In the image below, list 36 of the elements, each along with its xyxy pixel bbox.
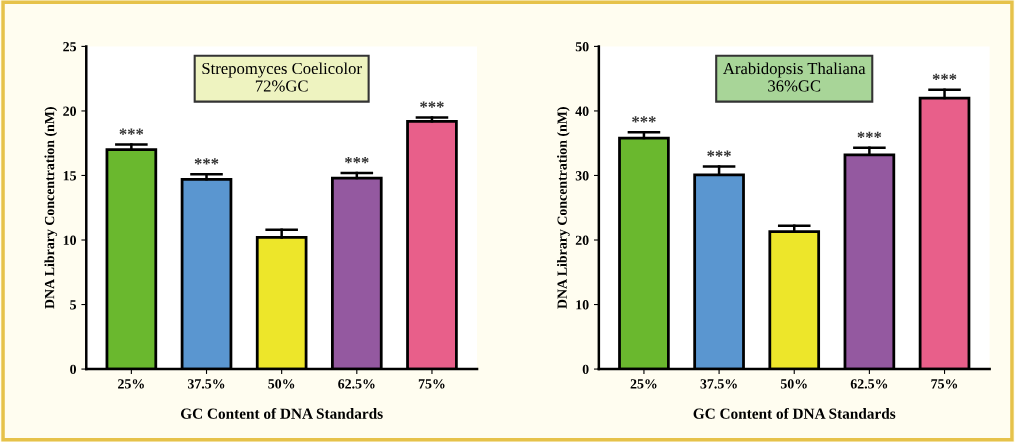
y-tick-label: 5 bbox=[70, 300, 77, 310]
y-tick-label: 20 bbox=[63, 106, 77, 116]
annotation: *** bbox=[857, 131, 882, 139]
annotation: *** bbox=[707, 150, 731, 157]
annotation: *** bbox=[194, 158, 219, 165]
y-tick-label: 10 bbox=[576, 300, 589, 310]
x-axis-title: GC Content of DNA Standards bbox=[180, 407, 383, 419]
annotation: *** bbox=[345, 156, 369, 164]
x-tick-label: 75% bbox=[418, 379, 445, 389]
x-tick-label: 62.5% bbox=[338, 379, 375, 389]
y-tick-label: 0 bbox=[70, 364, 77, 375]
annotation: *** bbox=[932, 73, 957, 80]
text: Arabidopsis Thaliana 36%GC bbox=[723, 62, 866, 92]
x-tick-label: 37.5% bbox=[700, 379, 737, 389]
x-tick-label: 25% bbox=[630, 379, 657, 389]
text: Strepomyces Coelicolor 72%GC bbox=[202, 62, 362, 92]
y-axis-title: DNA Library Concentration (nM) bbox=[557, 107, 570, 309]
y-tick-label: 40 bbox=[575, 106, 589, 116]
y-tick-label: 0 bbox=[582, 364, 589, 375]
y-tick-label: 15 bbox=[63, 171, 77, 181]
y-tick-label: 50 bbox=[575, 41, 589, 52]
y-tick-label: 25 bbox=[63, 42, 77, 52]
annotation: *** bbox=[420, 101, 444, 108]
annotation: *** bbox=[119, 128, 144, 135]
y-tick-label: 20 bbox=[575, 235, 589, 245]
x-tick-label: 62.5% bbox=[850, 379, 888, 389]
y-tick-label: 10 bbox=[63, 235, 77, 245]
x-tick-label: 50% bbox=[268, 379, 295, 389]
annotation: *** bbox=[632, 116, 656, 123]
x-axis-title: GC Content of DNA Standards bbox=[693, 407, 896, 419]
x-tick-label: 75% bbox=[931, 379, 958, 389]
x-tick-label: 50% bbox=[780, 379, 807, 389]
y-tick-label: 30 bbox=[575, 171, 589, 181]
x-tick-label: 37.5% bbox=[187, 379, 225, 389]
x-tick-label: 25% bbox=[118, 379, 144, 389]
y-axis-title: DNA Library Concentration (nM) bbox=[44, 107, 58, 309]
